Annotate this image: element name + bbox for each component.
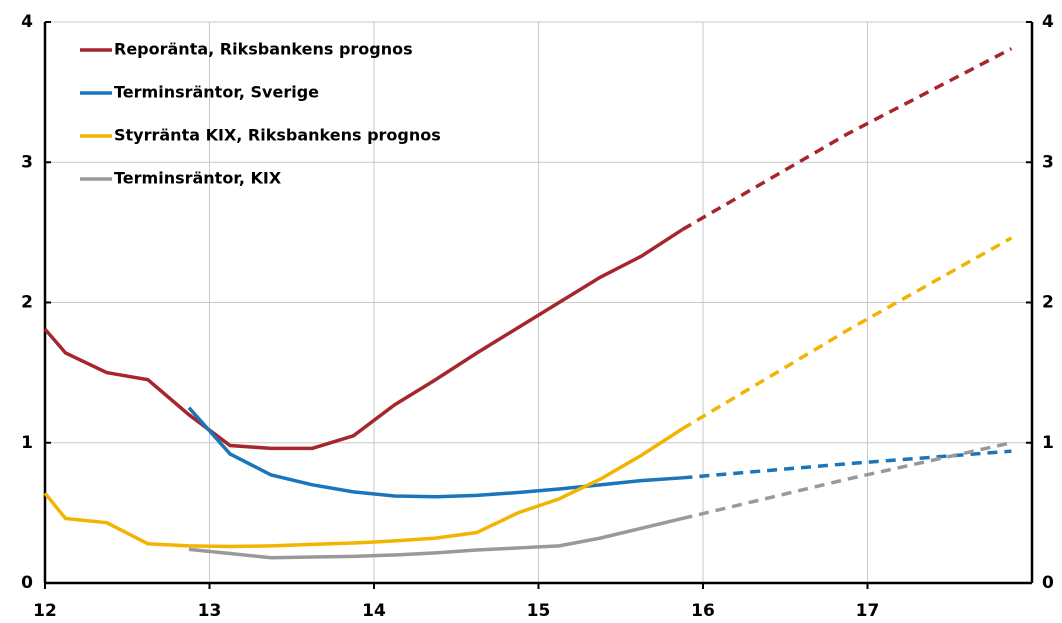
y-tick-label: 2 <box>21 293 33 313</box>
forecast-line <box>682 449 1012 480</box>
legend-label: Styrränta KIX, Riksbankens prognos <box>114 126 441 145</box>
y2-tick-label: 1 <box>1042 433 1054 453</box>
legend-label: Reporänta, Riksbankens prognos <box>114 40 413 59</box>
x-tick-label: 14 <box>362 601 386 621</box>
y-tick-label: 3 <box>21 152 33 172</box>
y-tick-label: 4 <box>21 12 33 32</box>
x-tick-label: 13 <box>198 601 222 621</box>
series-line <box>188 516 683 560</box>
forecast-line <box>682 441 1012 521</box>
series-line <box>43 427 684 549</box>
x-tick-label: 17 <box>856 601 880 621</box>
series-line <box>43 228 684 451</box>
legend-label: Terminsräntor, Sverige <box>114 83 319 102</box>
series-line <box>187 406 683 499</box>
y-tick-label: 1 <box>21 433 33 453</box>
y-tick-label: 0 <box>21 573 33 593</box>
x-tick-label: 15 <box>527 601 551 621</box>
y2-tick-label: 3 <box>1042 152 1054 172</box>
y2-tick-label: 4 <box>1042 12 1054 32</box>
legend-label: Terminsräntor, KIX <box>114 169 282 188</box>
forecast-line <box>681 47 1013 232</box>
forecast-line <box>681 236 1013 431</box>
x-tick-label: 12 <box>33 601 57 621</box>
x-tick-label: 16 <box>691 601 715 621</box>
y2-tick-label: 0 <box>1042 573 1054 593</box>
y2-tick-label: 2 <box>1042 293 1054 313</box>
